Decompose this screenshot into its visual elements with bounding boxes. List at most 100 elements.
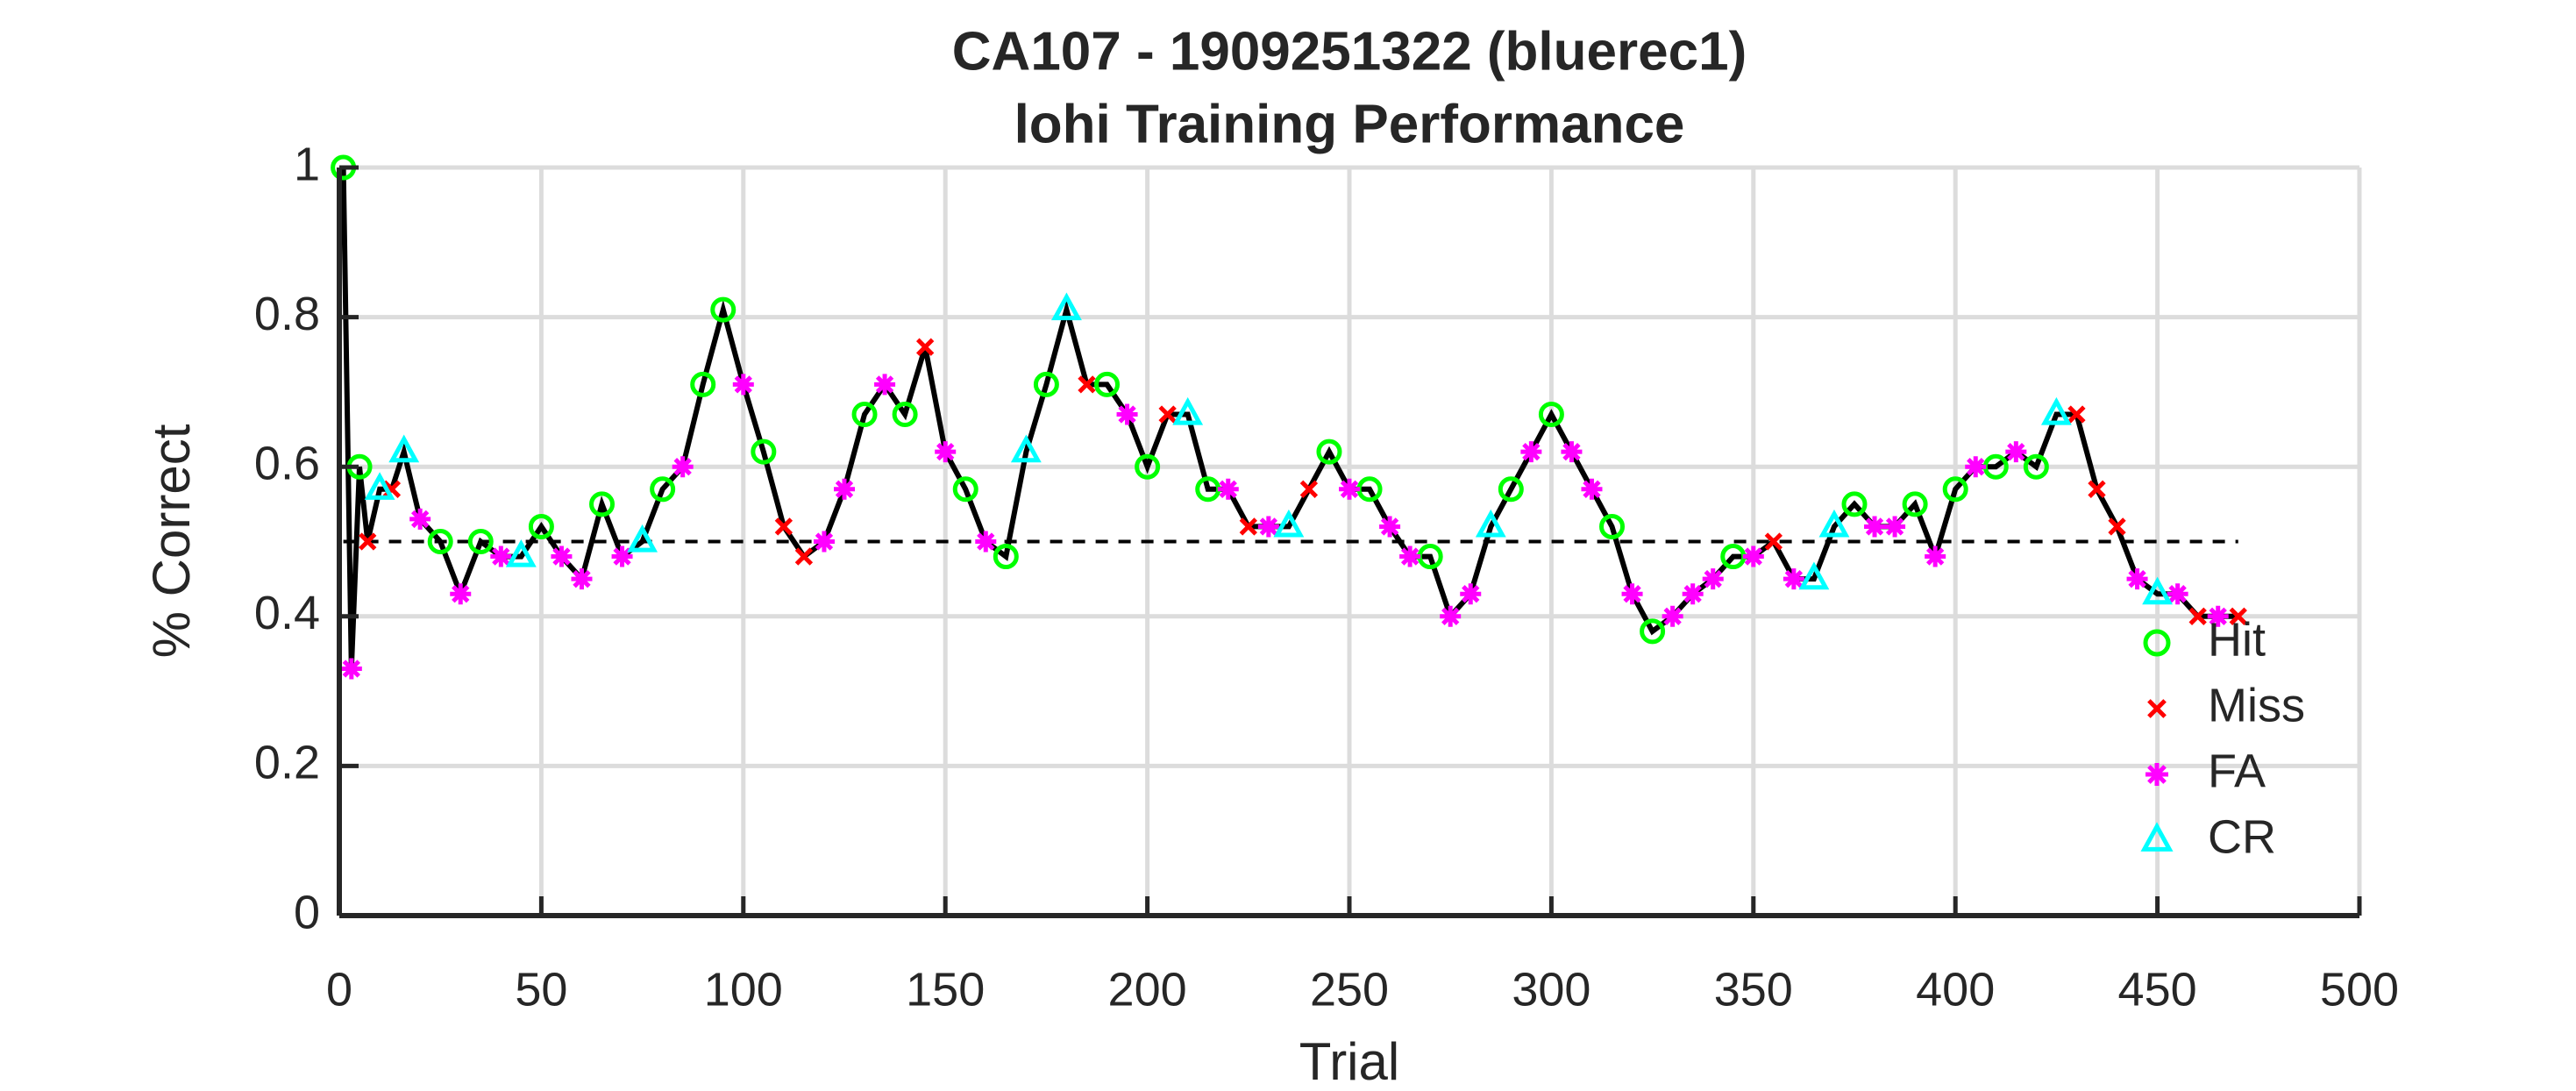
chart-title: CA107 - 1909251322 (bluerec1) [952,21,1747,82]
marker [1257,516,1279,538]
legend-label: FA [2208,745,2266,797]
marker-shape [650,476,676,503]
marker-shape [874,374,896,396]
marker [672,456,694,478]
x-tick-label: 250 [1310,963,1389,1016]
marker [490,546,512,567]
marker [1925,546,1946,567]
marker [1702,568,1724,590]
marker-shape [490,546,512,567]
marker-shape [2145,763,2168,786]
marker-shape [672,456,694,478]
marker-shape [1783,568,1804,590]
legend-label: Hit [2208,613,2266,666]
marker [834,478,855,500]
legend: Hit Miss FA CR [2140,613,2305,863]
marker-shape [450,583,472,605]
marker [1640,618,1666,645]
marker [2167,583,2188,605]
marker-shape [2040,396,2072,425]
marker [1621,583,1643,605]
marker [589,491,616,517]
marker [1273,509,1305,538]
y-tick-label: 0.2 [254,737,320,789]
marker-shape [1475,509,1506,538]
marker [2207,605,2229,627]
marker-shape [1158,405,1177,424]
marker-shape [1621,583,1643,605]
marker [952,476,978,503]
marker-shape [2207,605,2229,627]
marker [611,546,633,567]
y-axis-label: % Correct [142,424,201,658]
marker [627,524,658,553]
marker-shape [1339,478,1360,500]
marker-shape [1273,509,1305,538]
marker-shape [1965,456,1987,478]
marker-shape [1818,509,1850,538]
marker-shape [427,529,453,554]
marker-shape [2088,480,2106,498]
marker-shape [1460,583,1482,605]
marker [1581,478,1603,500]
marker-shape [1239,517,1257,536]
marker-shape [1316,439,1342,465]
marker [1172,396,1204,425]
marker [1662,605,1683,627]
marker-shape [1257,516,1279,538]
marker-shape [1135,453,1161,480]
x-tick-label: 100 [704,963,783,1016]
marker [2140,822,2174,852]
marker-shape [915,338,935,356]
marker-shape [1925,546,1946,567]
marker [1864,516,1886,538]
marker [874,374,896,396]
marker [1965,456,1987,478]
marker-shape [1440,605,1462,627]
marker [2108,517,2126,536]
axes: 0 50 100 150 200 250 300 350 400 450 500 0 0.2 0.4 0.6… [254,138,2399,1016]
marker-shape [935,441,957,463]
marker [710,296,737,323]
marker-shape [340,658,362,680]
marker-shape [1379,516,1401,538]
marker-shape [2142,576,2174,605]
marker-shape [1299,480,1319,498]
marker [1884,516,1906,538]
marker [1538,401,1564,427]
marker-shape [589,491,616,517]
marker-shape [528,513,554,539]
marker [505,538,537,567]
marker-shape [2229,607,2247,625]
x-tick-label: 200 [1108,963,1187,1016]
marker-shape [364,472,395,500]
marker-shape [1498,476,1524,503]
marker-shape [892,401,918,427]
y-tick-label: 0.4 [254,587,320,639]
marker-shape [794,547,814,566]
marker-shape [2005,441,2027,463]
marker-shape [1640,618,1666,645]
marker [467,529,494,554]
marker-shape [952,476,978,503]
marker-shape [2147,699,2167,718]
marker [551,546,573,567]
plot-area [331,154,2247,680]
marker-shape [1702,568,1724,590]
y-tick-label: 0.6 [254,437,320,489]
marker-shape [1094,371,1121,397]
marker-shape [409,508,431,530]
marker [993,544,1019,570]
marker-shape [1033,371,1059,397]
marker [1239,517,1257,536]
marker [2142,576,2174,605]
x-tick-label: 0 [326,963,352,1016]
marker [1561,441,1583,463]
marker [650,476,676,503]
marker [1339,478,1360,500]
marker [1798,561,1830,590]
marker-shape [1742,546,1764,567]
marker-shape [2126,568,2148,590]
y-tick-label: 0 [294,886,320,938]
